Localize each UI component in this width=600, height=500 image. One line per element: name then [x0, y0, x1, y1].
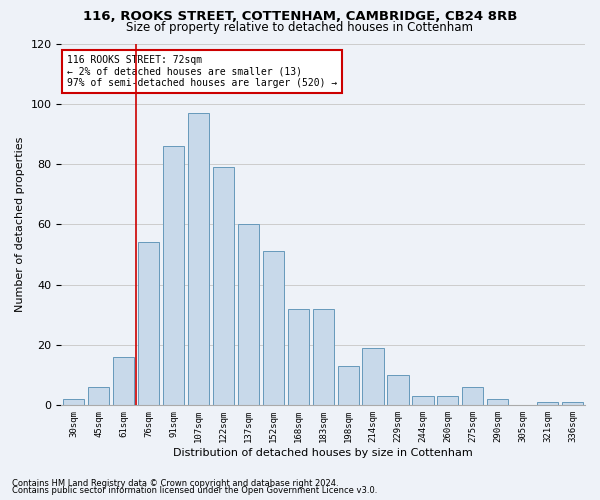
Text: Contains public sector information licensed under the Open Government Licence v3: Contains public sector information licen…: [12, 486, 377, 495]
Bar: [188, 113, 209, 405]
Text: 116 ROOKS STREET: 72sqm
← 2% of detached houses are smaller (13)
97% of semi-det: 116 ROOKS STREET: 72sqm ← 2% of detached…: [67, 55, 337, 88]
Bar: [462, 387, 484, 405]
Bar: [338, 366, 359, 405]
Bar: [313, 308, 334, 405]
Bar: [88, 387, 109, 405]
Bar: [287, 308, 309, 405]
Bar: [362, 348, 383, 405]
Bar: [437, 396, 458, 405]
Bar: [213, 168, 234, 405]
Bar: [388, 375, 409, 405]
Text: 116, ROOKS STREET, COTTENHAM, CAMBRIDGE, CB24 8RB: 116, ROOKS STREET, COTTENHAM, CAMBRIDGE,…: [83, 10, 517, 23]
Text: Contains HM Land Registry data © Crown copyright and database right 2024.: Contains HM Land Registry data © Crown c…: [12, 478, 338, 488]
Bar: [537, 402, 558, 405]
Bar: [138, 242, 159, 405]
Bar: [238, 224, 259, 405]
Y-axis label: Number of detached properties: Number of detached properties: [15, 136, 25, 312]
Bar: [63, 399, 85, 405]
Bar: [487, 399, 508, 405]
X-axis label: Distribution of detached houses by size in Cottenham: Distribution of detached houses by size …: [173, 448, 473, 458]
Bar: [412, 396, 434, 405]
Text: Size of property relative to detached houses in Cottenham: Size of property relative to detached ho…: [127, 21, 473, 34]
Bar: [263, 252, 284, 405]
Bar: [562, 402, 583, 405]
Bar: [163, 146, 184, 405]
Bar: [113, 356, 134, 405]
